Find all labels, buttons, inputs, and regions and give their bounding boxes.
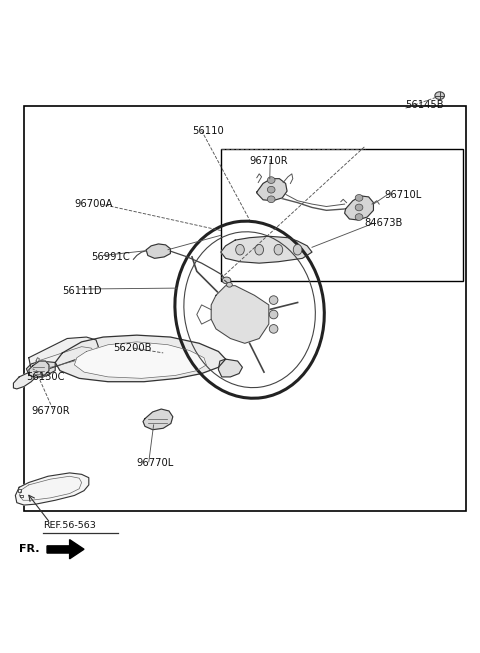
Ellipse shape <box>267 177 275 183</box>
Polygon shape <box>211 286 269 343</box>
Text: REF.56-563: REF.56-563 <box>43 522 96 530</box>
Ellipse shape <box>355 214 363 221</box>
Polygon shape <box>26 361 55 377</box>
Ellipse shape <box>269 296 278 304</box>
Ellipse shape <box>222 277 231 284</box>
Ellipse shape <box>355 195 363 201</box>
Text: 96710R: 96710R <box>250 156 288 166</box>
Text: FR.: FR. <box>19 544 40 554</box>
Polygon shape <box>15 473 89 505</box>
Ellipse shape <box>435 92 444 99</box>
Ellipse shape <box>267 196 275 202</box>
Ellipse shape <box>227 282 232 287</box>
Ellipse shape <box>255 244 264 255</box>
Text: 56110: 56110 <box>192 125 224 136</box>
Text: 56145B: 56145B <box>406 100 444 110</box>
Text: 56111D: 56111D <box>62 285 102 296</box>
Text: 96770L: 96770L <box>137 458 174 468</box>
Polygon shape <box>221 236 312 263</box>
Ellipse shape <box>269 325 278 333</box>
Polygon shape <box>257 179 287 200</box>
Polygon shape <box>29 361 49 377</box>
Ellipse shape <box>274 244 283 255</box>
Ellipse shape <box>269 310 278 319</box>
Polygon shape <box>29 337 98 372</box>
Ellipse shape <box>293 244 302 255</box>
Polygon shape <box>55 335 226 382</box>
Text: 96770R: 96770R <box>31 406 70 415</box>
Ellipse shape <box>236 244 244 255</box>
Text: 56130C: 56130C <box>26 372 65 382</box>
Polygon shape <box>74 342 206 378</box>
Polygon shape <box>146 244 170 259</box>
Polygon shape <box>218 359 242 377</box>
Polygon shape <box>13 370 38 389</box>
Text: 96710L: 96710L <box>384 189 421 200</box>
Text: 56991C: 56991C <box>91 252 130 262</box>
Text: 84673B: 84673B <box>365 218 403 229</box>
Ellipse shape <box>267 186 275 193</box>
Polygon shape <box>47 539 84 559</box>
Text: 56200B: 56200B <box>113 343 151 353</box>
Polygon shape <box>345 196 373 220</box>
Text: 96700A: 96700A <box>74 199 113 209</box>
Bar <box>221 149 463 281</box>
Ellipse shape <box>355 204 363 211</box>
Bar <box>24 106 466 511</box>
Polygon shape <box>143 409 173 430</box>
